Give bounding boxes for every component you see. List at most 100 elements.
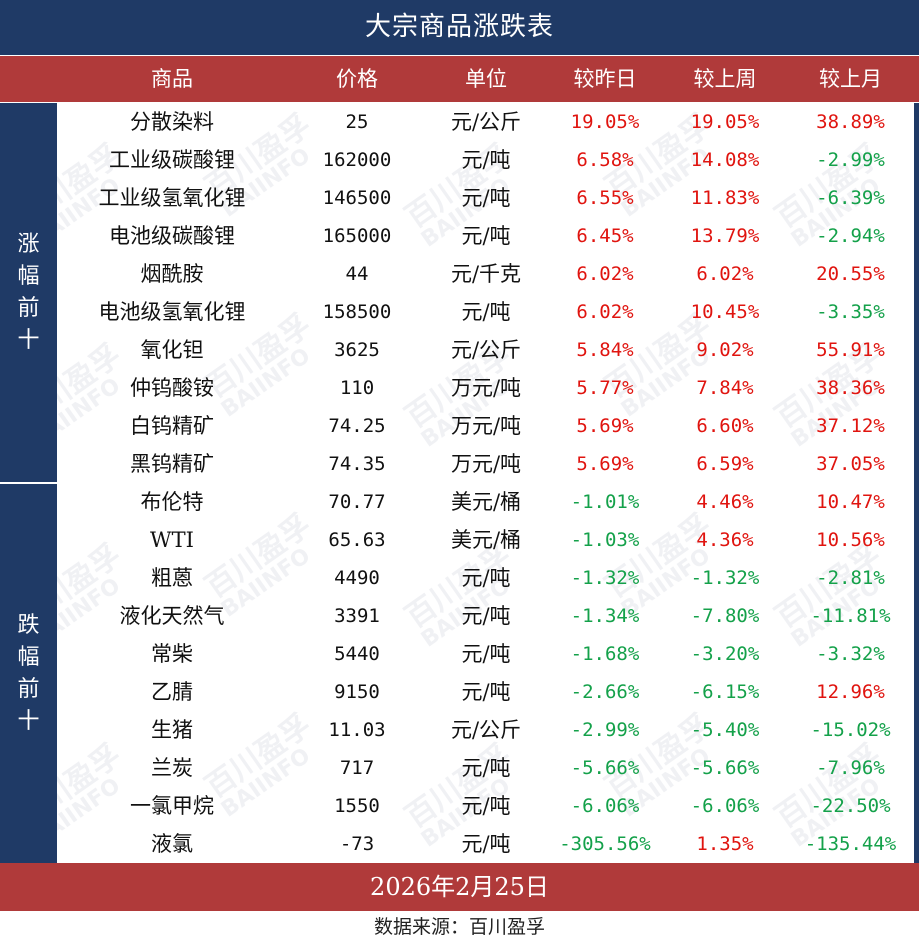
price-cell: 25 bbox=[345, 111, 369, 133]
week-change-cell: 9.02% bbox=[696, 339, 754, 361]
table-row: 工业级氢氧化锂 146500 元/吨 6.55% 11.83% -6.39% bbox=[57, 179, 914, 217]
price-cell: -73 bbox=[339, 833, 375, 855]
unit-cell: 美元/桶 bbox=[450, 490, 522, 514]
commodity-name-cell: 仲钨酸铵 bbox=[130, 376, 214, 400]
commodity-name-cell: 黑钨精矿 bbox=[130, 452, 214, 476]
unit-cell: 元/吨 bbox=[461, 148, 511, 172]
day-change-cell: -1.68% bbox=[570, 643, 640, 665]
column-header-month-change: 较上月 bbox=[819, 67, 882, 91]
week-change-cell: 13.79% bbox=[690, 225, 760, 247]
unit-cell: 元/吨 bbox=[461, 604, 511, 628]
table-row: 工业级碳酸锂 162000 元/吨 6.58% 14.08% -2.99% bbox=[57, 141, 914, 179]
table-row: 液氯 -73 元/吨 -305.56% 1.35% -135.44% bbox=[57, 825, 914, 863]
week-change-cell: 10.45% bbox=[690, 301, 760, 323]
table-row: 烟酰胺 44 元/千克 6.02% 6.02% 20.55% bbox=[57, 255, 914, 293]
commodity-name-cell: 布伦特 bbox=[140, 490, 204, 514]
unit-cell: 元/吨 bbox=[461, 680, 511, 704]
unit-cell: 元/吨 bbox=[461, 186, 511, 210]
commodity-name-cell: 分散染料 bbox=[130, 110, 214, 134]
commodity-name-cell: 电池级碳酸锂 bbox=[109, 224, 235, 248]
price-cell: 165000 bbox=[322, 225, 392, 247]
week-change-cell: 4.36% bbox=[696, 529, 754, 551]
group-label-top-gainers: 涨幅前十 bbox=[0, 103, 57, 482]
table-row: 生猪 11.03 元/公斤 -2.99% -5.40% -15.02% bbox=[57, 711, 914, 749]
table-row: 布伦特 70.77 美元/桶 -1.01% 4.46% 10.47% bbox=[57, 483, 914, 521]
price-cell: 158500 bbox=[322, 301, 392, 323]
month-change-cell: -15.02% bbox=[810, 719, 891, 741]
unit-cell: 元/千克 bbox=[450, 262, 522, 286]
day-change-cell: 6.02% bbox=[576, 263, 634, 285]
day-change-cell: 6.58% bbox=[576, 149, 634, 171]
group-label-top-losers: 跌幅前十 bbox=[0, 484, 57, 863]
group-label-bottom-text: 跌幅前十 bbox=[17, 612, 40, 734]
week-change-cell: 6.02% bbox=[696, 263, 754, 285]
week-change-cell: -3.20% bbox=[690, 643, 760, 665]
month-change-cell: -6.39% bbox=[816, 187, 885, 209]
commodity-name-cell: 白钨精矿 bbox=[130, 414, 214, 438]
unit-cell: 元/公斤 bbox=[450, 338, 522, 362]
month-change-cell: 10.47% bbox=[816, 491, 885, 513]
day-change-cell: 5.69% bbox=[576, 453, 634, 475]
week-change-cell: 7.84% bbox=[696, 377, 754, 399]
month-change-cell: -3.32% bbox=[816, 643, 885, 665]
week-change-cell: 6.59% bbox=[696, 453, 754, 475]
day-change-cell: -6.06% bbox=[570, 795, 640, 817]
month-change-cell: 12.96% bbox=[816, 681, 885, 703]
commodity-name-cell: 工业级碳酸锂 bbox=[109, 148, 235, 172]
table-row: 一氯甲烷 1550 元/吨 -6.06% -6.06% -22.50% bbox=[57, 787, 914, 825]
table-row: 白钨精矿 74.25 万元/吨 5.69% 6.60% 37.12% bbox=[57, 407, 914, 445]
price-cell: 3625 bbox=[334, 339, 380, 361]
week-change-cell: 1.35% bbox=[696, 833, 754, 855]
commodity-name-cell: 一氯甲烷 bbox=[130, 794, 214, 818]
table-row: 电池级氢氧化锂 158500 元/吨 6.02% 10.45% -3.35% bbox=[57, 293, 914, 331]
unit-cell: 元/公斤 bbox=[450, 718, 522, 742]
commodity-name-cell: 常柴 bbox=[151, 642, 193, 666]
month-change-cell: 10.56% bbox=[816, 529, 885, 551]
month-change-cell: 37.12% bbox=[816, 415, 885, 437]
price-cell: 9150 bbox=[334, 681, 380, 703]
commodity-name-cell: 工业级氢氧化锂 bbox=[98, 186, 246, 210]
day-change-cell: -1.01% bbox=[570, 491, 640, 513]
table-row: 兰炭 717 元/吨 -5.66% -5.66% -7.96% bbox=[57, 749, 914, 787]
day-change-cell: 6.02% bbox=[576, 301, 634, 323]
month-change-cell: -2.94% bbox=[816, 225, 885, 247]
price-cell: 70.77 bbox=[328, 491, 386, 513]
day-change-cell: 6.45% bbox=[576, 225, 634, 247]
unit-cell: 元/公斤 bbox=[450, 110, 522, 134]
week-change-cell: 11.83% bbox=[690, 187, 760, 209]
unit-cell: 元/吨 bbox=[461, 566, 511, 590]
commodity-name-cell: 氧化钽 bbox=[140, 338, 204, 362]
month-change-cell: 38.89% bbox=[816, 111, 885, 133]
month-change-cell: -2.81% bbox=[816, 567, 885, 589]
price-cell: 110 bbox=[339, 377, 375, 399]
unit-cell: 万元/吨 bbox=[450, 452, 522, 476]
data-source: 数据来源：百川盈孚 bbox=[373, 916, 545, 938]
table-row: 氧化钽 3625 元/公斤 5.84% 9.02% 55.91% bbox=[57, 331, 914, 369]
table-row: 分散染料 25 元/公斤 19.05% 19.05% 38.89% bbox=[57, 103, 914, 141]
commodity-name-cell: 液化天然气 bbox=[119, 604, 225, 628]
day-change-cell: -1.32% bbox=[570, 567, 640, 589]
week-change-cell: -1.32% bbox=[690, 567, 760, 589]
commodity-name-cell: 兰炭 bbox=[151, 756, 193, 780]
commodity-name-cell: 烟酰胺 bbox=[140, 262, 204, 286]
day-change-cell: 19.05% bbox=[570, 111, 640, 133]
month-change-cell: 38.36% bbox=[816, 377, 885, 399]
price-cell: 1550 bbox=[334, 795, 380, 817]
table-row: 黑钨精矿 74.35 万元/吨 5.69% 6.59% 37.05% bbox=[57, 445, 914, 483]
month-change-cell: -3.35% bbox=[816, 301, 885, 323]
day-change-cell: 6.55% bbox=[576, 187, 634, 209]
week-change-cell: 14.08% bbox=[690, 149, 760, 171]
table-row: WTI 65.63 美元/桶 -1.03% 4.36% 10.56% bbox=[57, 521, 914, 559]
table-header: 商品 价格 单位 较昨日 较上周 较上月 bbox=[0, 56, 919, 102]
price-cell: 146500 bbox=[322, 187, 392, 209]
page-title: 大宗商品涨跌表 bbox=[0, 0, 919, 55]
table-row: 常柴 5440 元/吨 -1.68% -3.20% -3.32% bbox=[57, 635, 914, 673]
price-cell: 3391 bbox=[334, 605, 380, 627]
month-change-cell: -7.96% bbox=[816, 757, 885, 779]
day-change-cell: 5.84% bbox=[576, 339, 634, 361]
day-change-cell: -1.34% bbox=[570, 605, 640, 627]
column-header-name: 商品 bbox=[151, 67, 193, 91]
week-change-cell: -7.80% bbox=[690, 605, 760, 627]
price-cell: 162000 bbox=[322, 149, 392, 171]
commodity-name-cell: 乙腈 bbox=[151, 680, 193, 704]
